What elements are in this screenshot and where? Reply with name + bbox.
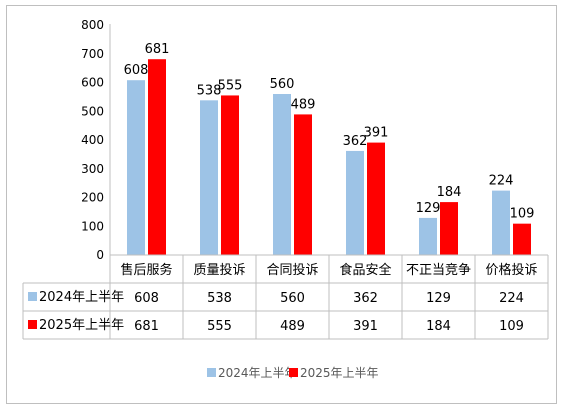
data-label: 391 [364,126,389,141]
data-label: 538 [197,83,222,98]
data-label: 560 [270,77,295,92]
data-label: 129 [416,201,441,216]
table-cell: 538 [207,291,232,306]
legend: 2024年上半年 2025年上半年 [207,366,379,380]
bars: 608 538 560 362 129 224 681 555 489 391 184 109 [124,42,535,256]
row-series-name: 2025年上半年 [39,318,124,333]
table-cell: 391 [353,319,378,334]
bar [346,150,364,255]
data-label: 681 [145,42,170,57]
bar [221,95,239,255]
bar [127,80,145,255]
bar [200,100,218,255]
category-label: 售后服务 [120,262,172,278]
data-label: 489 [291,97,316,112]
table-cell: 608 [134,291,159,306]
table-cell: 681 [134,319,159,334]
data-label: 555 [218,78,243,93]
y-tick-label: 0 [96,248,104,262]
data-label: 608 [124,63,149,78]
row-series-name: 2024年上半年 [39,290,124,305]
y-tick-label: 100 [81,219,104,233]
table-cell: 555 [207,319,232,334]
bar [440,202,458,255]
category-label: 不正当竞争 [406,262,471,278]
y-axis: 0 100 200 300 400 500 600 700 800 [81,18,111,262]
table-cell: 184 [426,319,451,334]
y-tick-label: 800 [81,18,104,32]
bar [513,223,531,255]
legend-label: 2025年上半年 [300,366,379,380]
y-tick-label: 500 [81,104,104,118]
table-cell: 362 [353,291,378,306]
y-tick-label: 600 [81,76,104,90]
bar [148,59,166,256]
table-cell: 224 [499,291,524,306]
bar [419,217,437,255]
y-tick-label: 200 [81,191,104,205]
table-cell: 560 [280,291,305,306]
data-label: 362 [343,134,368,149]
y-tick-label: 700 [81,47,104,61]
category-label: 食品安全 [339,262,391,278]
legend-label: 2024年上半年 [218,366,297,380]
bar [367,142,385,255]
bar [273,94,291,255]
bar [492,190,510,255]
category-label: 价格投诉 [485,262,537,278]
row-legend-key [28,292,37,301]
data-label: 224 [489,174,514,189]
data-table: 售后服务 质量投诉 合同投诉 食品安全 不正当竞争 价格投诉 2024年上半年 608 538 5… [22,254,549,340]
row-legend-key [28,320,37,329]
legend-key [207,368,216,377]
y-tick-label: 300 [81,162,104,176]
category-label: 合同投诉 [266,262,318,278]
data-label: 109 [510,207,535,222]
table-cell: 109 [499,319,524,334]
data-label: 184 [437,185,462,200]
legend-key [289,368,298,377]
table-cell: 129 [426,291,451,306]
table-cell: 489 [280,319,305,334]
bar [294,114,312,255]
y-tick-label: 400 [81,133,104,147]
category-label: 质量投诉 [193,262,245,278]
